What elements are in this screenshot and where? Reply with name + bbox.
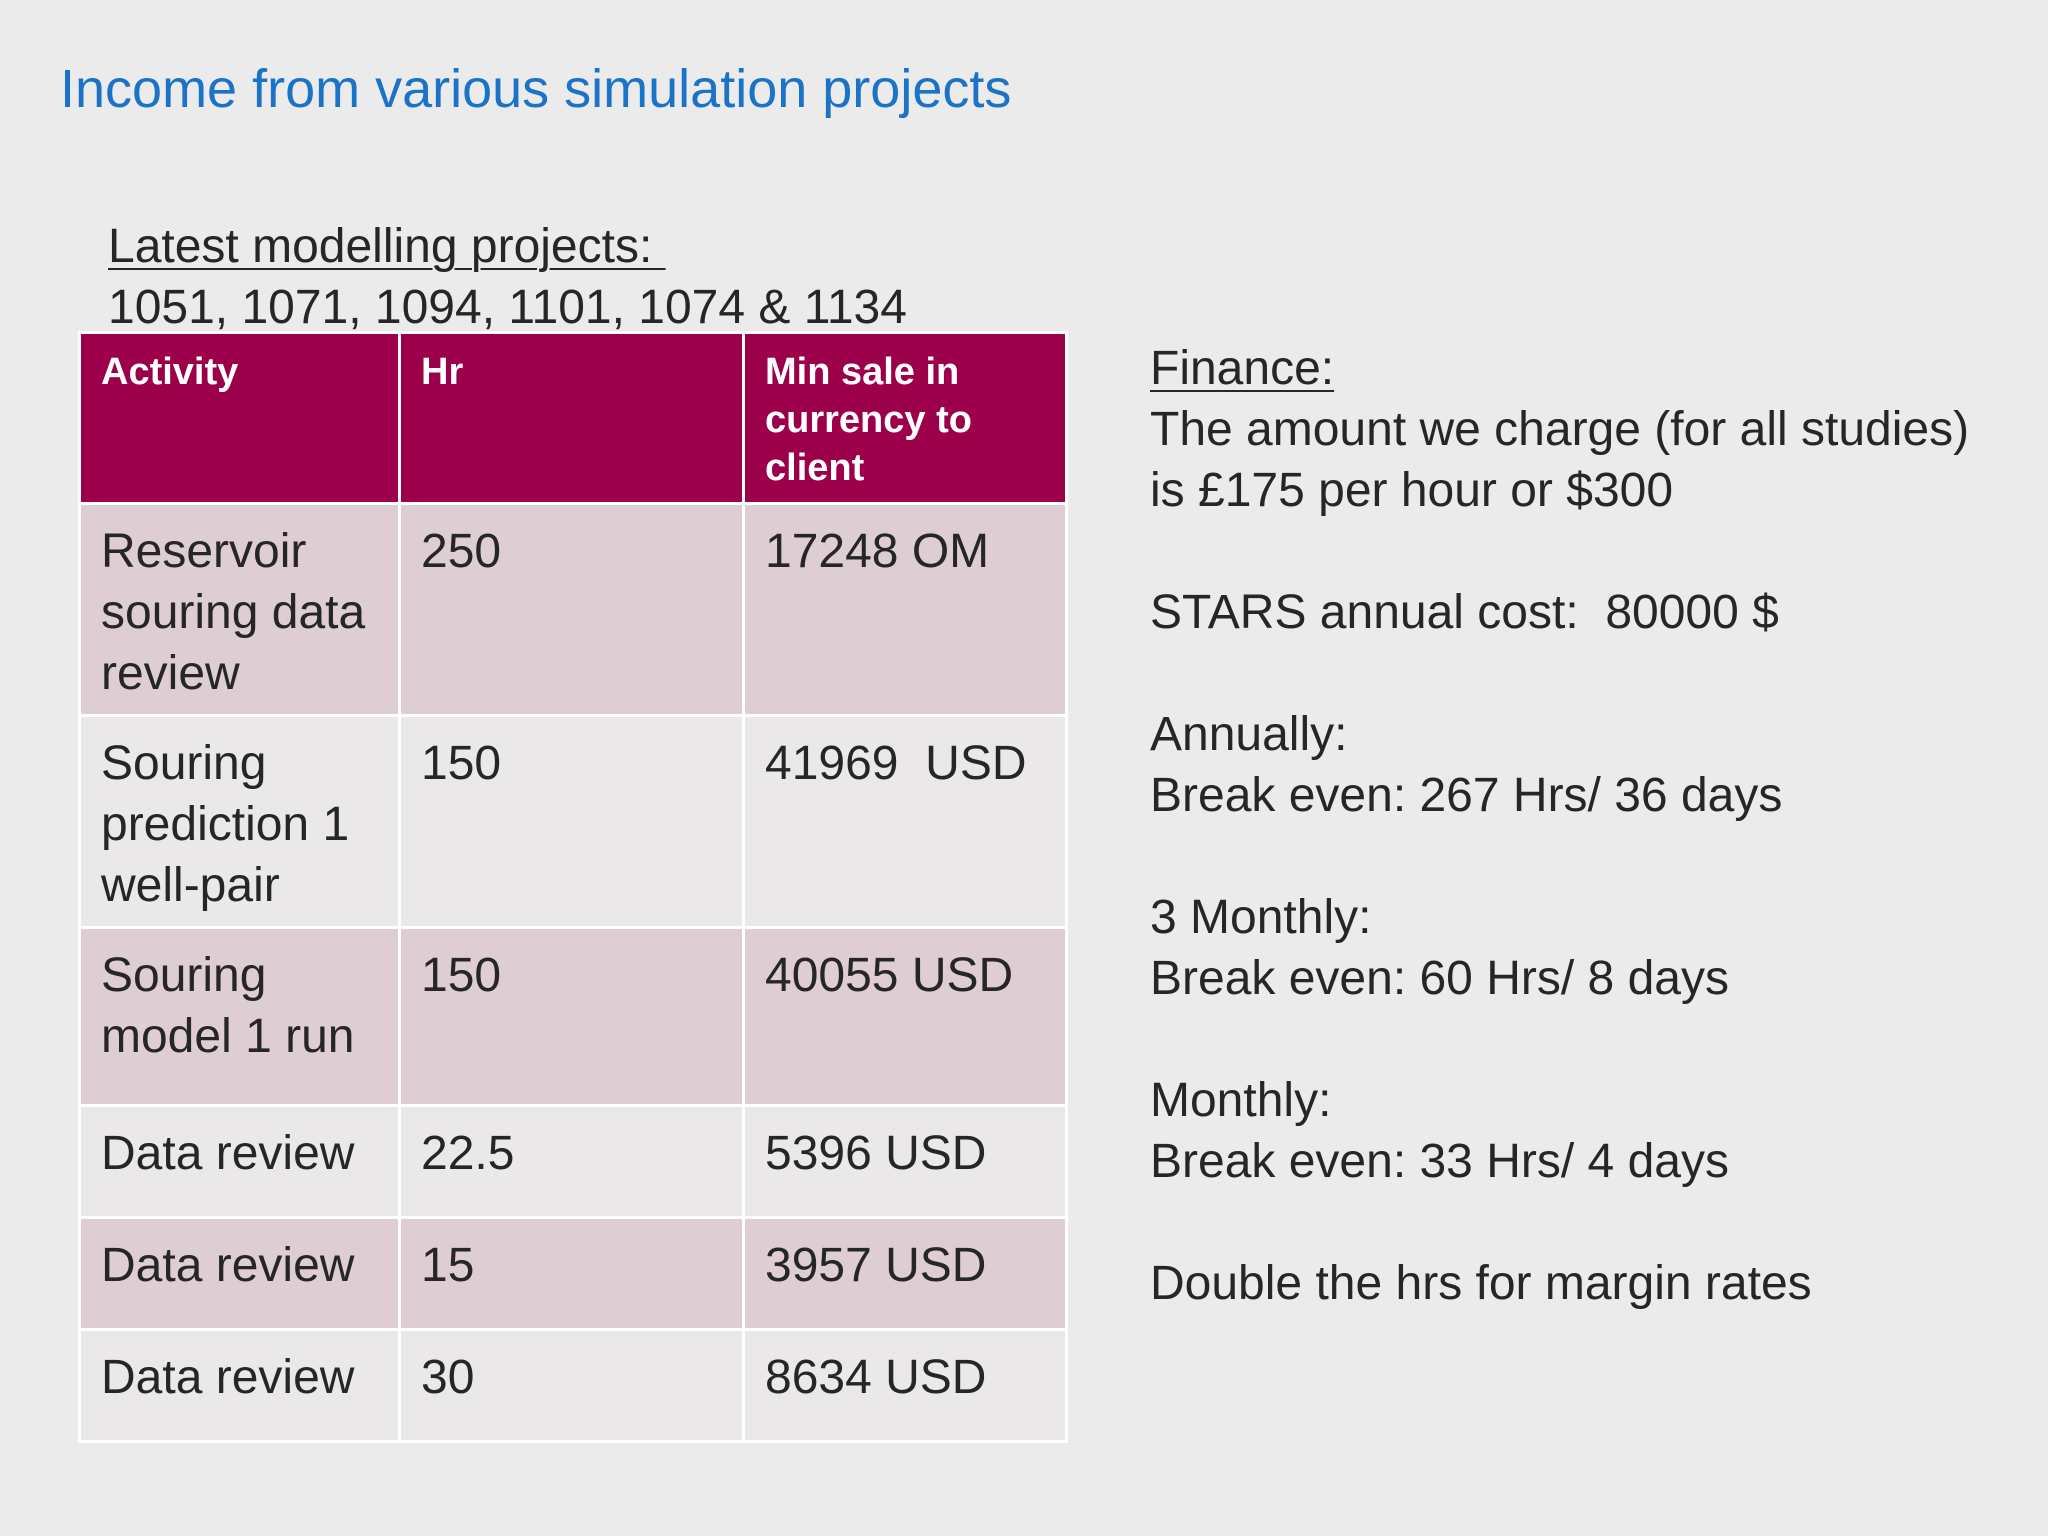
cell-sale: 40055 USD bbox=[742, 926, 1068, 1107]
cell-hr: 150 bbox=[398, 926, 745, 1107]
annually-break-even: Break even: 267 Hrs/ 36 days bbox=[1150, 769, 1783, 822]
cell-activity: Reservoir souring data review bbox=[78, 502, 401, 717]
cell-sale: 5396 USD bbox=[742, 1104, 1068, 1219]
table-row: Data review 15 3957 USD bbox=[78, 1216, 1068, 1331]
cell-activity: Data review bbox=[78, 1104, 401, 1219]
three-monthly-label: 3 Monthly: bbox=[1150, 891, 1372, 944]
slide-title: Income from various simulation projects bbox=[60, 59, 1012, 119]
monthly-break-even: Break even: 33 Hrs/ 4 days bbox=[1150, 1135, 1729, 1188]
cell-sale: 8634 USD bbox=[742, 1328, 1068, 1443]
charge-rate-text: The amount we charge (for all studies) i… bbox=[1150, 403, 1983, 517]
activity-table: Activity Hr Min sale in currency to clie… bbox=[78, 331, 1068, 1443]
cell-activity: Data review bbox=[78, 1216, 401, 1331]
header-activity: Activity bbox=[78, 331, 401, 505]
table-row: Reservoir souring data review 250 17248 … bbox=[78, 502, 1068, 717]
annually-label: Annually: bbox=[1150, 708, 1348, 761]
projects-list: 1051, 1071, 1094, 1101, 1074 & 1134 bbox=[108, 281, 907, 334]
cell-hr: 22.5 bbox=[398, 1104, 745, 1219]
margin-note: Double the hrs for margin rates bbox=[1150, 1257, 1812, 1310]
stars-cost-text: STARS annual cost: 80000 $ bbox=[1150, 586, 1779, 639]
finance-heading: Finance: bbox=[1150, 342, 1335, 395]
cell-hr: 30 bbox=[398, 1328, 745, 1443]
cell-sale: 41969 USD bbox=[742, 714, 1068, 929]
cell-sale: 3957 USD bbox=[742, 1216, 1068, 1331]
cell-activity: Souring prediction 1 well-pair bbox=[78, 714, 401, 929]
cell-activity: Souring model 1 run bbox=[78, 926, 401, 1107]
cell-activity: Data review bbox=[78, 1328, 401, 1443]
projects-heading: Latest modelling projects: bbox=[108, 220, 666, 273]
three-monthly-break-even: Break even: 60 Hrs/ 8 days bbox=[1150, 952, 1729, 1005]
monthly-label: Monthly: bbox=[1150, 1074, 1332, 1127]
table-row: Souring model 1 run 150 40055 USD bbox=[78, 926, 1068, 1107]
latest-projects: Latest modelling projects: 1051, 1071, 1… bbox=[108, 216, 907, 338]
finance-panel: Finance: The amount we charge (for all s… bbox=[1150, 338, 2010, 1314]
cell-hr: 250 bbox=[398, 502, 745, 717]
header-min-sale: Min sale in currency to client bbox=[742, 331, 1068, 505]
cell-hr: 15 bbox=[398, 1216, 745, 1331]
cell-hr: 150 bbox=[398, 714, 745, 929]
header-hr: Hr bbox=[398, 331, 745, 505]
table-row: Data review 22.5 5396 USD bbox=[78, 1104, 1068, 1219]
table-header-row: Activity Hr Min sale in currency to clie… bbox=[78, 331, 1068, 505]
table-row: Data review 30 8634 USD bbox=[78, 1328, 1068, 1443]
table-row: Souring prediction 1 well-pair 150 41969… bbox=[78, 714, 1068, 929]
cell-sale: 17248 OM bbox=[742, 502, 1068, 717]
